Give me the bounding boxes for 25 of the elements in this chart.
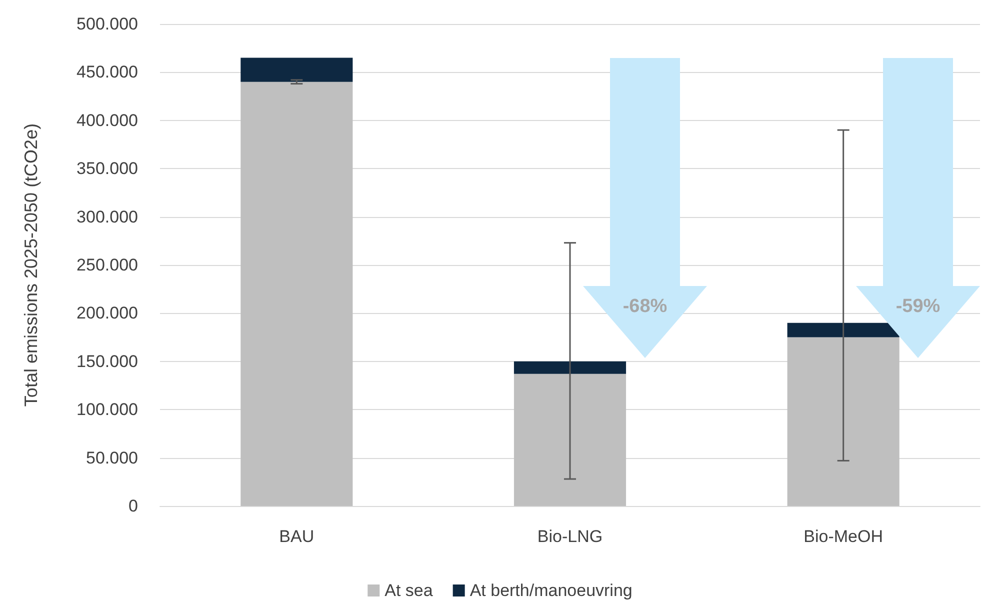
x-tick-label: Bio-LNG [537,527,603,546]
bar [514,361,626,374]
legend-label: At sea [384,581,434,600]
y-tick-label: 350.000 [76,159,138,178]
bar [240,82,353,506]
y-tick-label: 250.000 [76,256,138,274]
y-tick-label: 500.000 [76,14,138,34]
bar [240,58,353,82]
y-tick-label: 100.000 [76,400,138,420]
y-tick-label: 50.000 [86,448,138,468]
y-tick-label: 150.000 [76,352,138,371]
annotation: -59% [894,296,942,318]
legend-label: At berth/manoeuvring [470,581,632,600]
x-tick-label: BAU [279,527,314,546]
bar [787,322,900,338]
bar [787,337,900,506]
bar [514,374,626,506]
y-axis-title: Total emissions 2025-2050 (tCO2e) [21,123,41,407]
y-tick-label: 300.000 [76,207,138,226]
annotation: -68% [622,296,668,318]
y-tick-label: 0 [128,496,138,516]
y-tick-label: 200.000 [76,304,138,323]
y-tick-label: 400.000 [76,110,138,130]
y-tick-label: 450.000 [76,62,138,82]
x-tick-label: Bio-MeOH [804,527,884,546]
